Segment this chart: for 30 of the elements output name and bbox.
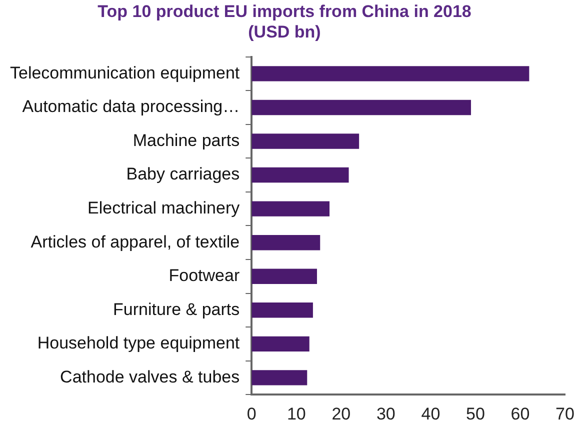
y-tick-label: Baby carriages (126, 164, 240, 184)
y-tick-label: Telecommunication equipment (10, 63, 240, 82)
y-tick-label: Household type equipment (37, 334, 240, 353)
bar (252, 268, 317, 284)
y-tick-label: Furniture & parts (113, 300, 240, 319)
y-tick-label: Automatic data processing… (22, 97, 240, 116)
x-tick-label: 60 (510, 404, 530, 424)
x-tick-label: 20 (332, 404, 351, 424)
y-tick-label: Machine parts (132, 130, 240, 150)
text: (USD bn) (248, 22, 321, 42)
bar (252, 302, 313, 318)
bar (252, 167, 349, 183)
y-tick-label: Electrical machinery (88, 198, 240, 218)
bar (252, 66, 530, 82)
x-tick-label: 10 (286, 404, 306, 424)
x-tick-label: 50 (466, 404, 485, 424)
y-tick-label: Footwear (168, 266, 240, 286)
bar (252, 100, 471, 116)
bar (252, 134, 360, 149)
text: Top 10 product EU imports from China in 2018 (98, 2, 472, 21)
y-tick-label: Cathode valves & tubes (60, 367, 240, 386)
x-tick-label: 70 (556, 404, 574, 424)
x-tick-label: 0 (246, 404, 256, 424)
bar (252, 234, 320, 250)
x-tick-label: 30 (376, 404, 396, 424)
y-tick-label: Articles of apparel, of textile (30, 232, 240, 252)
bar (252, 336, 310, 352)
x-tick-label: 40 (421, 404, 440, 424)
bar (252, 370, 308, 386)
bar (252, 201, 330, 216)
